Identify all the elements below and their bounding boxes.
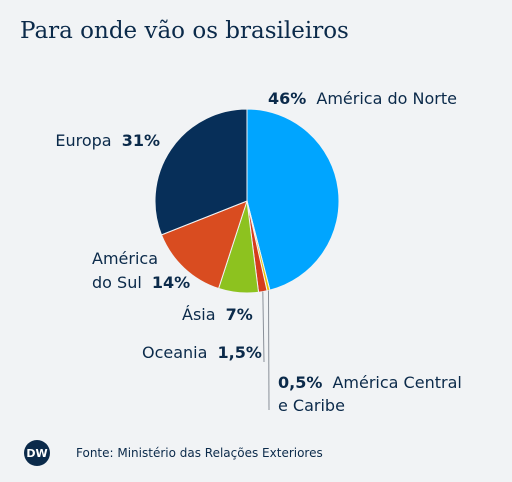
- name-europa: Europa: [55, 131, 111, 150]
- leader-line-oceania: [262, 291, 265, 363]
- pct-asia: 7%: [226, 305, 253, 324]
- label-america-do-sul-line1: América: [92, 249, 158, 268]
- leader-lines: [262, 290, 270, 411]
- name-america-do-sul: do Sul: [92, 273, 142, 292]
- pct-oceania: 1,5%: [218, 343, 262, 362]
- name-asia: Ásia: [182, 305, 216, 324]
- pct-america-central: 0,5%: [278, 373, 322, 392]
- name-america-do-norte: América do Norte: [316, 89, 457, 108]
- label-america-do-norte: 46% América do Norte: [268, 89, 457, 108]
- pie-slice-am-rica-do-norte: [246, 108, 340, 291]
- source-note: Fonte: Ministério das Relações Exteriore…: [76, 446, 323, 460]
- label-asia: Ásia 7%: [182, 305, 253, 324]
- pie-slices: [154, 108, 340, 294]
- label-america-do-sul-line2: do Sul 14%: [92, 273, 190, 292]
- chart-title: Para onde vão os brasileiros: [20, 18, 349, 44]
- label-america-central-line2: e Caribe: [278, 396, 345, 415]
- pct-europa: 31%: [122, 131, 160, 150]
- name-oceania: Oceania: [142, 343, 207, 362]
- pie-slice-am-rica-do-sul: [160, 200, 248, 290]
- dw-logo: DW: [24, 440, 50, 466]
- footer: DW Fonte: Ministério das Relações Exteri…: [24, 440, 323, 466]
- label-europa: Europa 31%: [55, 131, 160, 150]
- name-america-central: América Central: [332, 373, 461, 392]
- label-america-central-line1: 0,5% América Central: [278, 373, 462, 392]
- pct-america-do-norte: 46%: [268, 89, 306, 108]
- pct-america-do-sul: 14%: [152, 273, 190, 292]
- label-oceania: Oceania 1,5%: [142, 343, 262, 362]
- leader-line-america-central: [267, 290, 270, 411]
- pie-slice-europa: [154, 108, 248, 236]
